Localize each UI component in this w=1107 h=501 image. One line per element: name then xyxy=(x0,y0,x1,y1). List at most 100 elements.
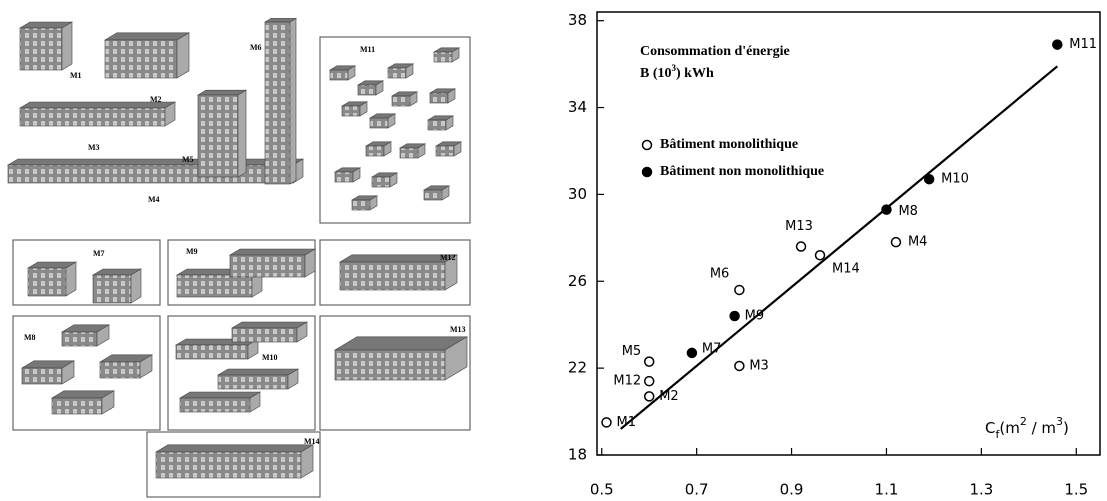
building-front xyxy=(176,345,248,359)
building-top xyxy=(230,249,315,255)
building-side xyxy=(238,90,246,177)
y-tick-label: 34 xyxy=(568,98,587,116)
fit-line xyxy=(621,66,1058,429)
y-tick-label: 38 xyxy=(568,11,587,29)
y-label-part: B (10 xyxy=(640,66,672,81)
building-front xyxy=(388,68,406,78)
legend-marker xyxy=(643,168,652,177)
building-top xyxy=(335,337,467,350)
building-front xyxy=(370,118,388,128)
building-front xyxy=(105,40,177,78)
building-side xyxy=(290,18,296,184)
y-tick-label: 30 xyxy=(568,185,587,203)
x-label-part: C xyxy=(985,419,995,437)
building-label: M2 xyxy=(150,95,162,104)
point xyxy=(687,348,696,357)
building-label: M14 xyxy=(304,437,320,446)
point-label: M13 xyxy=(785,219,813,234)
building-label: M10 xyxy=(262,353,278,362)
building-label: M6 xyxy=(250,43,262,52)
building-top xyxy=(232,322,307,328)
building-label: M5 xyxy=(182,155,194,164)
x-label-part: / m xyxy=(1027,419,1056,437)
building-front xyxy=(430,93,448,103)
building-front xyxy=(156,452,301,478)
y-tick-label: 26 xyxy=(568,272,587,290)
x-label-part: ) xyxy=(1063,419,1069,437)
point-label: M9 xyxy=(745,309,765,324)
x-label-part: 2 xyxy=(1020,415,1027,428)
building-front xyxy=(352,200,370,210)
building-front xyxy=(428,120,446,130)
building-front xyxy=(22,368,62,384)
legend-label: Bâtiment monolithique xyxy=(660,137,798,152)
legend-label: Bâtiment non monolithique xyxy=(660,164,824,179)
y-label: B (103) kWh xyxy=(640,63,714,81)
annotation: Consommation d'énergie xyxy=(640,44,790,59)
building-label: M8 xyxy=(24,333,36,342)
building-front xyxy=(8,165,293,183)
building-label: M11 xyxy=(360,45,375,54)
building-front xyxy=(330,70,348,80)
y-tick-label: 18 xyxy=(568,446,587,464)
building-side xyxy=(131,269,141,303)
building-front xyxy=(20,28,62,70)
point-label: M11 xyxy=(1069,37,1097,52)
page: M1M2M3M4M5M6M7M8M9M10M11M12M13M14 182226… xyxy=(0,0,1107,501)
building-front xyxy=(434,52,452,62)
building-front xyxy=(232,328,297,342)
building-front xyxy=(340,262,445,290)
point xyxy=(735,285,744,294)
point-label: M2 xyxy=(659,389,679,404)
building-top xyxy=(218,369,298,375)
point xyxy=(1053,40,1062,49)
point xyxy=(645,377,654,386)
building-front xyxy=(20,108,165,126)
x-tick-label: 1.1 xyxy=(875,481,899,499)
building-front xyxy=(180,398,250,412)
x-tick-label: 0.7 xyxy=(685,481,709,499)
x-tick-label: 1.3 xyxy=(969,481,993,499)
building-front xyxy=(28,268,66,296)
y-tick-label: 22 xyxy=(568,359,587,377)
y-label-part: ) kWh xyxy=(676,66,714,81)
point-label: M6 xyxy=(710,266,730,281)
point-label: M3 xyxy=(749,358,769,373)
point-label: M5 xyxy=(622,344,642,359)
building-front xyxy=(62,332,97,346)
point-label: M1 xyxy=(616,415,636,430)
point-label: M14 xyxy=(832,262,860,277)
building-top xyxy=(105,33,189,40)
x-label-part: (m xyxy=(999,419,1019,437)
building-front xyxy=(335,172,353,182)
building-front xyxy=(93,275,131,303)
building-side xyxy=(62,22,72,70)
point xyxy=(730,312,739,321)
building-front xyxy=(424,190,442,200)
point xyxy=(645,357,654,366)
building-front xyxy=(436,146,454,156)
point xyxy=(925,175,934,184)
x-tick-label: 0.5 xyxy=(590,481,614,499)
building-front xyxy=(230,255,305,277)
building-label: M1 xyxy=(70,71,82,80)
building-top xyxy=(8,159,303,165)
point-label: M10 xyxy=(941,172,969,187)
building-front xyxy=(372,177,390,187)
building-front xyxy=(366,146,384,156)
point-label: M8 xyxy=(898,204,918,219)
building-front xyxy=(218,375,288,389)
building-front xyxy=(392,96,410,106)
point xyxy=(882,205,891,214)
building-label: M13 xyxy=(450,325,466,334)
building-front xyxy=(400,148,418,158)
building-front xyxy=(342,106,360,116)
point-label: M12 xyxy=(613,374,641,389)
building-side xyxy=(66,262,76,296)
x-label-part: 3 xyxy=(1056,415,1063,428)
building-front xyxy=(358,85,376,95)
building-front xyxy=(265,22,290,184)
point-label: M7 xyxy=(702,341,722,356)
point xyxy=(797,242,806,251)
building-label: M7 xyxy=(93,249,105,258)
